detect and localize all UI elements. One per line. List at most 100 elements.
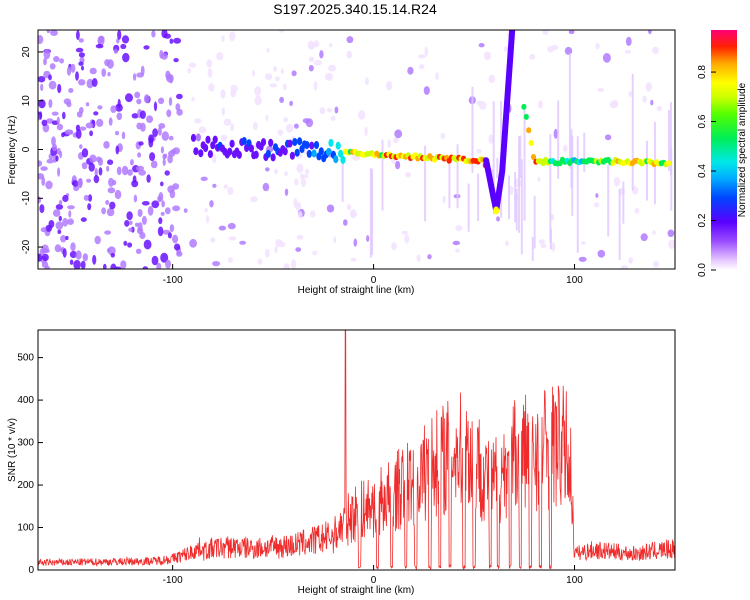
- noise-blob: [50, 30, 58, 36]
- noise-blob: [129, 220, 133, 225]
- noise-blob: [609, 101, 617, 109]
- ridge-cell: [268, 138, 274, 147]
- noise-blob: [98, 35, 105, 43]
- noise-blob: [57, 167, 61, 177]
- noise-blob: [218, 225, 227, 231]
- noise-blob: [295, 202, 302, 211]
- colorbar-tick-label: 0.6: [697, 114, 708, 128]
- noise-blob: [106, 165, 110, 172]
- noise-blob: [206, 214, 210, 224]
- noise-blob: [200, 176, 208, 181]
- noise-blob: [58, 200, 63, 206]
- x-tick-label: 100: [566, 575, 583, 586]
- noise-blob: [404, 234, 410, 244]
- noise-blob: [113, 48, 118, 54]
- y-tick-label: 0: [28, 565, 34, 576]
- noise-blob: [108, 117, 113, 126]
- x-tick-label: -100: [163, 575, 183, 586]
- noise-blob: [291, 70, 297, 77]
- snr-frame: [37, 329, 676, 571]
- noise-blob: [73, 259, 81, 269]
- noise-blob: [152, 128, 159, 138]
- noise-blob: [284, 188, 289, 196]
- noise-blob: [169, 38, 174, 44]
- noise-blob: [83, 194, 89, 201]
- noise-blob: [136, 165, 144, 171]
- noise-blob: [115, 131, 119, 136]
- noise-blob: [208, 83, 215, 92]
- noise-blob: [86, 178, 92, 183]
- noise-blob: [104, 230, 111, 235]
- noise-blob: [158, 192, 164, 202]
- noise-blob: [115, 145, 120, 155]
- noise-blob: [78, 38, 84, 43]
- noise-blob: [168, 135, 174, 141]
- noise-blob: [150, 160, 158, 169]
- ridge-cell: [521, 103, 527, 110]
- noise-blob: [542, 30, 549, 35]
- noise-blob: [38, 76, 46, 83]
- noise-blob: [253, 121, 258, 131]
- noise-blob: [79, 107, 84, 114]
- noise-blob: [176, 93, 183, 100]
- noise-blob: [206, 59, 213, 68]
- noise-blob: [94, 168, 98, 177]
- noise-blob: [391, 242, 397, 251]
- noise-blob: [77, 178, 83, 187]
- noise-blob: [330, 115, 336, 121]
- noise-blob: [52, 209, 61, 217]
- noise-blob: [294, 178, 299, 186]
- noise-blob: [274, 168, 278, 175]
- noise-blob: [93, 175, 100, 184]
- noise-blob: [266, 47, 270, 53]
- noise-blob: [604, 134, 612, 141]
- colorbar-tick-label: 0.4: [697, 164, 708, 178]
- noise-blob: [553, 128, 558, 139]
- noise-blob: [169, 189, 176, 199]
- noise-blob: [602, 53, 611, 63]
- noise-blob: [254, 86, 262, 96]
- noise-blob: [66, 101, 72, 108]
- noise-blob: [46, 30, 51, 34]
- noise-blob: [173, 37, 182, 44]
- noise-blob: [101, 68, 106, 77]
- noise-blob: [134, 91, 141, 99]
- noise-blob: [652, 230, 656, 235]
- noise-blob: [122, 52, 130, 63]
- noise-blob: [75, 250, 82, 260]
- noise-blob: [41, 176, 46, 186]
- noise-blob: [89, 130, 93, 137]
- noise-blob: [424, 46, 429, 57]
- noise-blob: [223, 118, 232, 127]
- ridge-cell: [333, 155, 339, 164]
- noise-blob: [157, 126, 162, 136]
- ridge-dip: [483, 30, 516, 214]
- noise-blob: [349, 212, 358, 217]
- noise-blob: [366, 235, 370, 242]
- noise-blob: [128, 227, 133, 232]
- colorbar-tick-label: 0.0: [697, 263, 708, 277]
- ridge-cell: [210, 141, 216, 150]
- noise-blob: [478, 43, 485, 48]
- noise-blob: [551, 44, 559, 51]
- noise-blob: [161, 131, 169, 141]
- noise-blob: [38, 160, 43, 167]
- noise-blob: [60, 235, 67, 243]
- noise-blob: [75, 129, 82, 139]
- noise-blob: [168, 150, 176, 157]
- noise-blob: [114, 266, 122, 269]
- spectrogram-x-axis-label: Height of straight line (km): [298, 285, 415, 296]
- noise-blob: [148, 137, 154, 148]
- noise-blob: [46, 158, 54, 164]
- noise-blob: [49, 63, 56, 70]
- noise-blob: [418, 54, 426, 59]
- noise-blob: [280, 68, 285, 75]
- noise-blob: [137, 209, 143, 217]
- noise-blob: [82, 253, 89, 262]
- ridge-cell: [526, 127, 532, 134]
- ridge-cell: [306, 149, 312, 158]
- y-tick-label: -20: [21, 239, 32, 254]
- noise-blob: [103, 263, 107, 269]
- noise-blob: [165, 70, 171, 80]
